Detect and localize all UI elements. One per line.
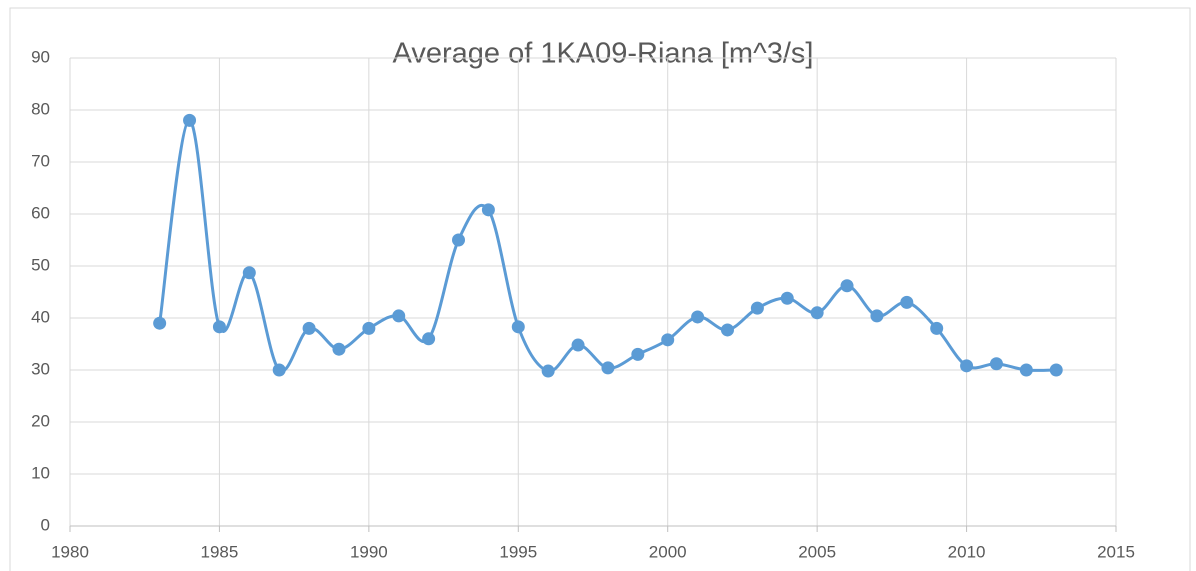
x-tick-label: 2005	[798, 542, 836, 561]
data-point	[212, 320, 226, 334]
data-point	[840, 279, 854, 293]
data-point	[452, 233, 466, 247]
series-line	[158, 118, 1057, 373]
data-point	[511, 320, 525, 334]
y-tick-label: 60	[31, 203, 50, 222]
data-point	[720, 323, 734, 337]
data-point	[183, 113, 197, 127]
y-tick-label: 80	[31, 99, 50, 118]
data-point	[481, 203, 495, 217]
chart-border	[9, 7, 1191, 571]
data-point	[989, 357, 1003, 371]
data-point	[870, 309, 884, 323]
x-tick-label: 1980	[51, 542, 89, 561]
data-point	[780, 291, 794, 305]
data-point	[960, 359, 974, 373]
data-point	[302, 321, 316, 335]
x-tick-label: 1995	[499, 542, 537, 561]
y-tick-label: 0	[41, 515, 50, 534]
y-tick-label: 30	[31, 359, 50, 378]
data-point	[422, 332, 436, 346]
data-point	[661, 333, 675, 347]
data-point	[541, 364, 555, 378]
data-point	[362, 321, 376, 335]
data-point	[1019, 363, 1033, 377]
y-tick-label: 10	[31, 463, 50, 482]
data-point	[272, 363, 286, 377]
data-point	[332, 342, 346, 356]
y-tick-label: 70	[31, 151, 50, 170]
x-tick-label: 2000	[649, 542, 687, 561]
data-point	[900, 295, 914, 309]
data-point	[571, 338, 585, 352]
y-tick-label: 90	[31, 47, 50, 66]
data-point	[750, 301, 764, 315]
data-point	[392, 309, 406, 323]
x-tick-label: 2010	[948, 542, 986, 561]
x-tick-label: 1985	[201, 542, 239, 561]
y-tick-label: 50	[31, 255, 50, 274]
data-point	[242, 266, 256, 280]
data-point	[930, 321, 944, 335]
data-point	[631, 347, 645, 361]
x-tick-label: 2015	[1097, 542, 1135, 561]
data-point	[810, 306, 824, 320]
data-point	[153, 316, 167, 330]
data-point	[1049, 363, 1063, 377]
chart-title: Average of 1KA09-Riana [m^3/s]	[393, 38, 814, 70]
y-tick-label: 20	[31, 411, 50, 430]
data-point	[601, 361, 615, 375]
y-tick-label: 40	[31, 307, 50, 326]
data-point	[691, 310, 705, 324]
x-tick-label: 1990	[350, 542, 388, 561]
